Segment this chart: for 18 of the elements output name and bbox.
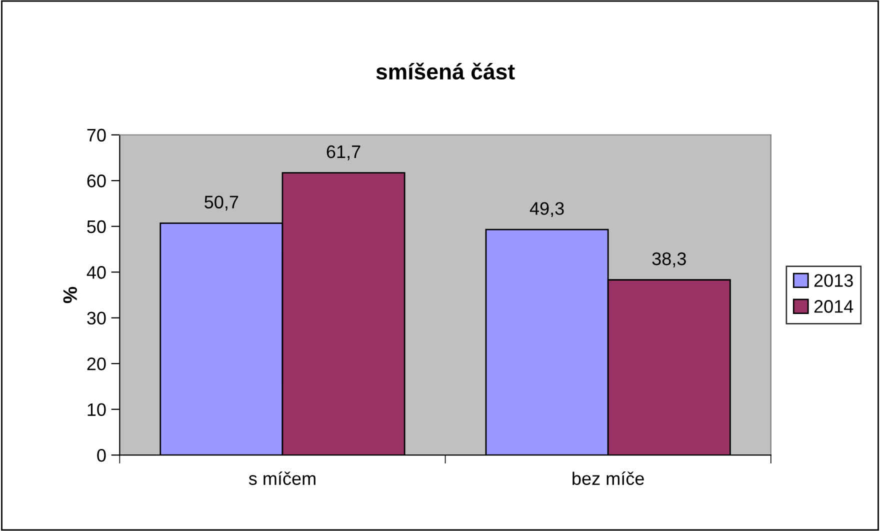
- data-label: 49,3: [530, 202, 564, 218]
- chart-title: smíšená část: [376, 62, 515, 80]
- data-label: 61,7: [326, 145, 360, 160]
- y-tick-label: 30: [87, 312, 106, 325]
- x-tick-label: s míčem: [248, 472, 316, 485]
- legend-label: 2013: [814, 274, 853, 287]
- data-label: 38,3: [652, 252, 686, 268]
- y-tick-label: 70: [87, 128, 106, 142]
- y-tick-label: 20: [87, 358, 106, 370]
- y-tick-label: 60: [87, 174, 106, 188]
- y-tick-label: 10: [88, 403, 106, 416]
- y-tick-label: 40: [86, 266, 106, 279]
- x-tick-label: bez míče: [572, 472, 644, 485]
- data-label: 50,7: [204, 196, 238, 211]
- legend-label: 2014: [814, 300, 854, 313]
- y-axis-title: %: [63, 286, 77, 304]
- y-tick-label: 50: [87, 220, 106, 234]
- y-tick-label: 0: [97, 449, 106, 462]
